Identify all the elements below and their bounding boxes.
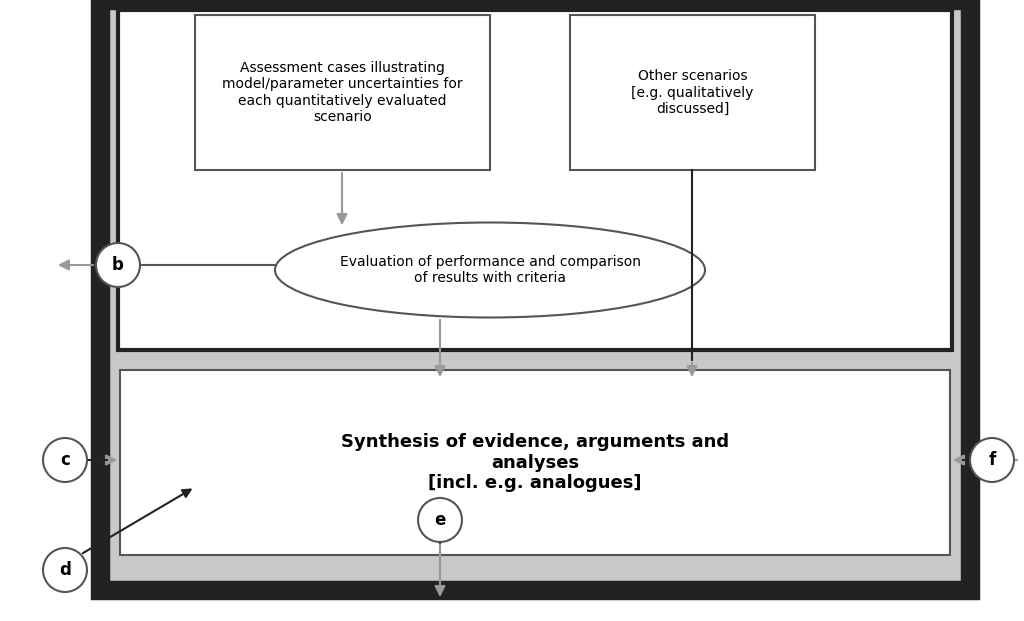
- Text: b: b: [112, 256, 124, 274]
- Bar: [120, 370, 950, 555]
- Text: f: f: [988, 451, 995, 469]
- Text: Synthesis of evidence, arguments and
analyses
[incl. e.g. analogues]: Synthesis of evidence, arguments and ana…: [341, 433, 729, 492]
- Bar: [118, 10, 952, 350]
- Circle shape: [418, 498, 462, 542]
- Circle shape: [43, 548, 87, 592]
- Circle shape: [970, 438, 1014, 482]
- Text: e: e: [434, 511, 445, 529]
- Text: d: d: [59, 561, 71, 579]
- Bar: [570, 15, 815, 170]
- Circle shape: [43, 438, 87, 482]
- Text: Other scenarios
[e.g. qualitatively
discussed]: Other scenarios [e.g. qualitatively disc…: [632, 70, 754, 116]
- Text: Assessment cases illustrating
model/parameter uncertainties for
each quantitativ: Assessment cases illustrating model/para…: [222, 61, 463, 124]
- Text: Evaluation of performance and comparison
of results with criteria: Evaluation of performance and comparison…: [340, 255, 640, 285]
- Circle shape: [96, 243, 140, 287]
- Text: c: c: [60, 451, 70, 469]
- Bar: [100, 0, 970, 590]
- Bar: [195, 15, 490, 170]
- Ellipse shape: [275, 222, 705, 317]
